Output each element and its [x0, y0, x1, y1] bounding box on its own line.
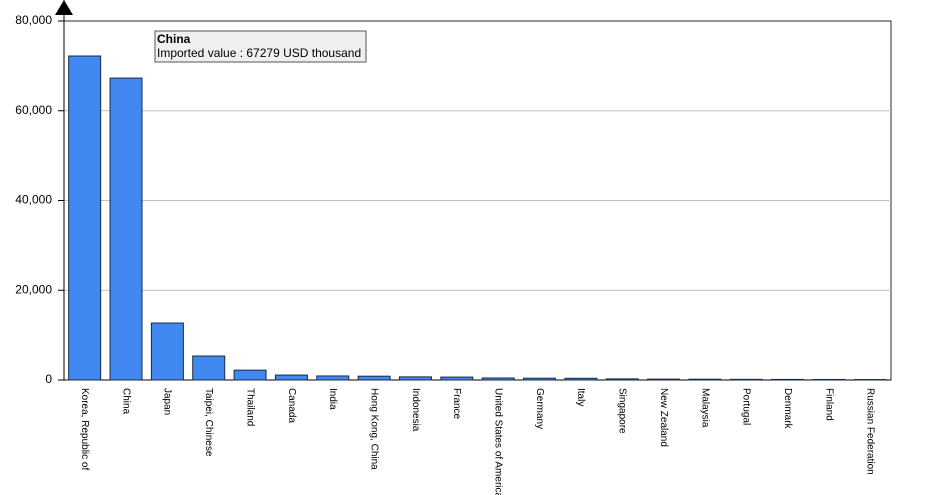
tooltip-title: China: [157, 32, 191, 46]
bar: [398, 376, 432, 381]
bar: [564, 377, 598, 381]
bar: [274, 374, 308, 381]
x-tick-label: Canada: [286, 388, 297, 423]
x-tick-label: Thailand: [244, 388, 255, 426]
y-tick-label: 60,000: [15, 103, 52, 117]
x-tick-label: Finland: [823, 388, 834, 421]
x-tick-label: India: [327, 388, 338, 410]
bar: [523, 377, 557, 381]
y-tick-label: 40,000: [15, 193, 52, 207]
x-tick-label: Russian Federation: [865, 388, 876, 475]
y-tick-label: 0: [45, 372, 52, 386]
x-tick-label: Japan: [162, 388, 173, 415]
tooltip-box: [154, 30, 367, 63]
x-tick-label: Germany: [534, 388, 545, 429]
bar: [771, 378, 805, 381]
x-tick-label: Indonesia: [410, 388, 421, 432]
bar: [109, 77, 143, 381]
bar: [440, 376, 474, 381]
x-tick-label: Portugal: [741, 388, 752, 425]
bar: [316, 375, 350, 381]
x-tick-label: Korea, Republic of: [79, 388, 90, 470]
bar: [233, 369, 267, 381]
y-tick-label: 80,000: [15, 13, 52, 27]
bar: [150, 322, 184, 381]
x-tick-label: New Zealand: [658, 388, 669, 447]
bar: [647, 378, 681, 381]
bar: [481, 377, 515, 381]
x-tick-label: Denmark: [782, 388, 793, 430]
tooltip-text: Imported value : 67279 USD thousand: [157, 46, 361, 60]
bar: [729, 378, 763, 381]
bar: [68, 55, 102, 381]
x-tick-label: France: [451, 388, 462, 420]
x-tick-label: Taipei, Chinese: [203, 388, 214, 457]
bar: [605, 378, 639, 381]
y-tick-label: 20,000: [15, 282, 52, 296]
x-tick-label: Malaysia: [699, 388, 710, 428]
x-tick-label: Hong Kong, China: [368, 388, 379, 470]
x-tick-label: Singapore: [617, 388, 628, 434]
bar: [688, 378, 722, 381]
x-tick-label: Italy: [575, 388, 586, 406]
bar: [357, 375, 391, 381]
x-tick-label: China: [120, 388, 131, 415]
bar: [812, 378, 846, 381]
bar: [192, 355, 226, 381]
x-tick-label: United States of America: [493, 388, 504, 495]
